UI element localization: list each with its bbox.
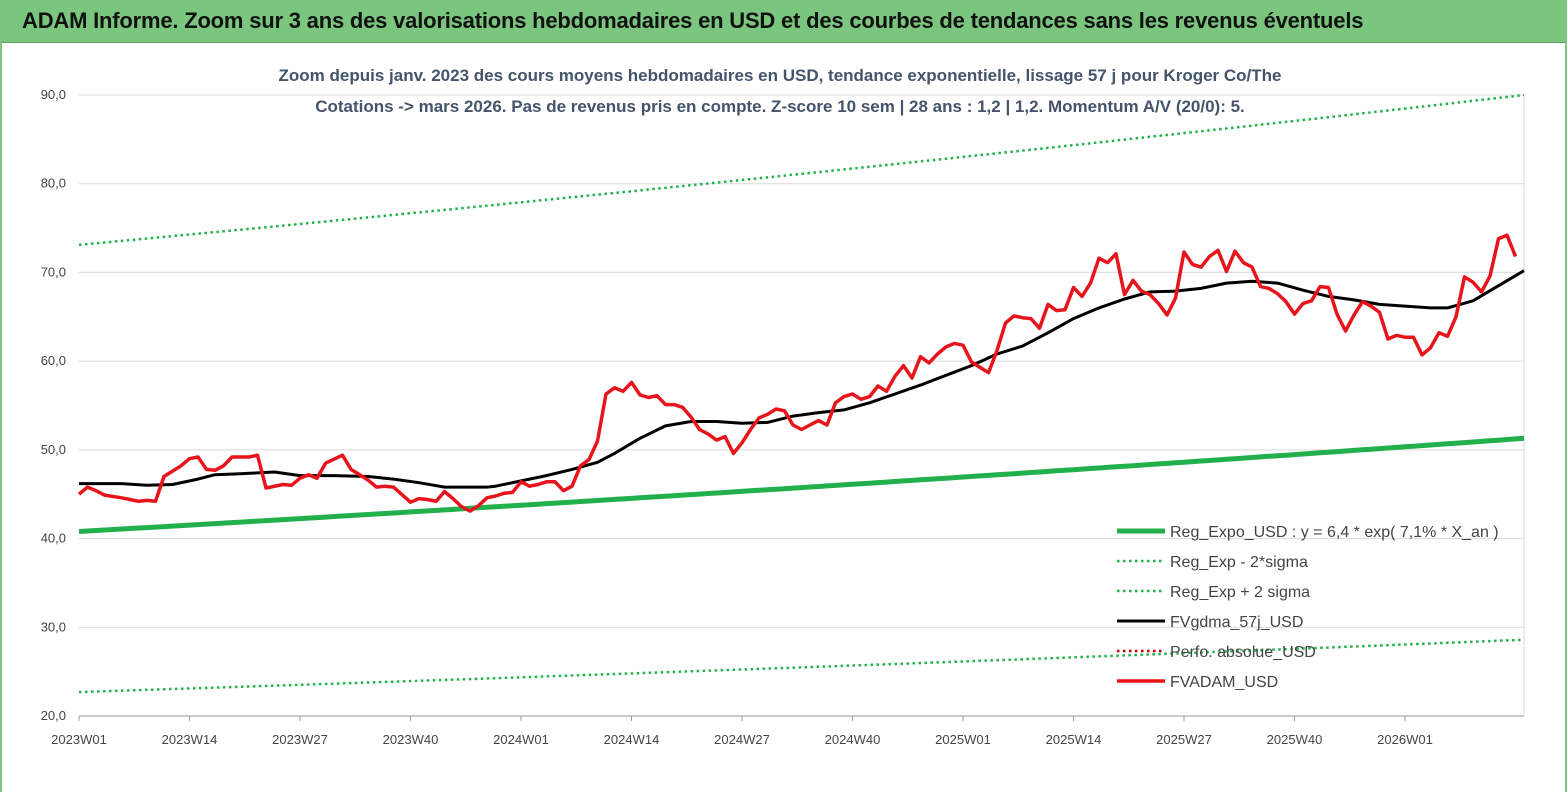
x-tick-label: 2023W14 [162,732,218,747]
legend-label: Reg_Exp + 2 sigma [1170,584,1310,601]
frame-right [1565,42,1567,792]
x-tick-label: 2025W01 [935,732,991,747]
y-tick-label: 40,0 [41,531,66,546]
y-tick-label: 80,0 [41,176,66,191]
header-bar: ADAM Informe. Zoom sur 3 ans des valoris… [0,0,1567,43]
x-tick-label: 2023W01 [51,732,107,747]
x-tick-label: 2024W40 [825,732,881,747]
report-title: ADAM Informe. Zoom sur 3 ans des valoris… [22,8,1364,33]
legend-label: Reg_Expo_USD : y = 6,4 * exp( 7,1% * X_a… [1170,524,1499,541]
y-tick-label: 20,0 [41,708,66,723]
chart-subtitle-line1: Zoom depuis janv. 2023 des cours moyens … [278,66,1282,85]
y-tick-label: 70,0 [41,264,66,279]
y-tick-label: 60,0 [41,353,66,368]
x-tick-label: 2025W27 [1156,732,1212,747]
series-group [77,93,1525,694]
chart-subtitle-line2: Cotations -> mars 2026. Pas de revenus p… [315,97,1245,116]
x-tick-label: 2025W40 [1267,732,1323,747]
series-reg-exp-plus-2sigma [78,93,1525,247]
x-tick-label: 2024W01 [493,732,549,747]
series-reg-exp-minus-2sigma [78,638,1525,694]
legend-label: FVgdma_57j_USD [1170,614,1303,631]
legend-label: Reg_Exp - 2*sigma [1170,554,1308,571]
x-tick-label: 2024W14 [604,732,660,747]
x-tick-label: 2023W40 [383,732,439,747]
legend: Reg_Expo_USD : y = 6,4 * exp( 7,1% * X_a… [1117,524,1499,691]
frame-left [0,42,2,792]
y-tick-label: 90,0 [41,87,66,102]
y-tick-label: 30,0 [41,619,66,634]
x-tick-label: 2025W14 [1046,732,1102,747]
x-tick-label: 2023W27 [272,732,328,747]
grid [78,94,1525,721]
series-reg-expo [78,435,1525,534]
x-tick-label: 2026W01 [1377,732,1433,747]
x-axis-ticks: 2023W01 2023W14 2023W27 2023W40 2024W01 2024W… [51,732,1433,747]
y-axis-ticks: 20,0 30,0 40,0 50,0 60,0 70,0 80,0 90,0 [41,87,66,723]
series-fvadam [77,233,1518,513]
x-tick-label: 2024W27 [714,732,770,747]
legend-label: FVADAM_USD [1170,674,1278,691]
y-tick-label: 50,0 [41,442,66,457]
legend-label: Perfo. absolue_USD [1170,644,1316,661]
